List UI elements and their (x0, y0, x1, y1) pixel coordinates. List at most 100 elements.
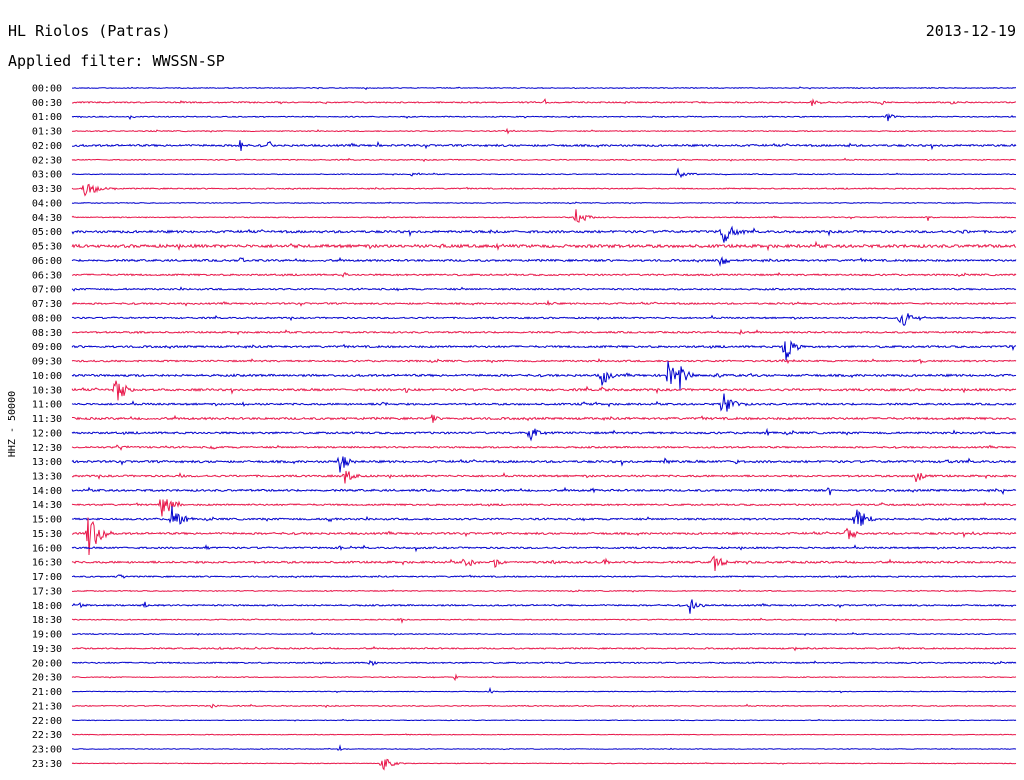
trace-line (71, 256, 1017, 267)
time-tick-label: 13:00 (32, 457, 62, 468)
time-tick-label: 02:30 (32, 155, 62, 166)
trace-line (71, 686, 1017, 694)
trace-line (72, 414, 1017, 423)
trace-line (71, 271, 1017, 278)
trace-line (71, 380, 1017, 401)
trace-line (71, 486, 1017, 496)
time-tick-label: 11:30 (32, 414, 62, 425)
trace-line (71, 659, 1017, 667)
trace-line (71, 718, 1017, 722)
trace-line (72, 140, 1017, 152)
trace-line (71, 506, 1017, 526)
trace-line (71, 631, 1017, 636)
time-tick-label: 00:00 (32, 84, 62, 95)
time-tick-label: 02:00 (32, 141, 62, 152)
time-tick-label: 08:30 (32, 328, 62, 339)
time-tick-label: 14:30 (32, 500, 62, 511)
time-tick-label: 04:30 (32, 213, 62, 224)
time-tick-label: 04:00 (32, 198, 62, 209)
time-tick-label: 09:30 (32, 357, 62, 368)
time-tick-label: 14:00 (32, 486, 62, 497)
trace-line (71, 574, 1017, 579)
trace-line (71, 361, 1017, 390)
time-tick-label: 23:30 (32, 759, 62, 770)
time-tick-label: 15:30 (32, 529, 62, 540)
time-tick-label: 03:30 (32, 184, 62, 195)
time-tick-label: 20:00 (32, 658, 62, 669)
time-tick-label: 13:30 (32, 471, 62, 482)
trace-line (71, 517, 1017, 556)
trace-line (71, 599, 1017, 614)
time-tick-label: 06:30 (32, 270, 62, 281)
time-tick-label: 12:30 (32, 443, 62, 454)
trace-line (71, 544, 1017, 553)
trace-line (72, 98, 1017, 107)
trace-line (71, 112, 1017, 122)
time-tick-label: 16:00 (32, 543, 62, 554)
time-tick-label: 06:00 (32, 256, 62, 267)
station-title: HL Riolos (Patras) (8, 22, 171, 40)
time-tick-label: 17:00 (32, 572, 62, 583)
trace-line (71, 499, 1017, 517)
time-tick-label: 15:00 (32, 515, 62, 526)
time-tick-label: 05:00 (32, 227, 62, 238)
time-tick-label: 11:00 (32, 400, 62, 411)
time-tick-label: 07:00 (32, 285, 62, 296)
trace-line (71, 758, 1017, 771)
time-tick-label: 22:30 (32, 730, 62, 741)
trace-line (71, 733, 1017, 736)
time-tick-label: 01:00 (32, 112, 62, 123)
time-tick-label: 12:00 (32, 428, 62, 439)
time-tick-label: 08:00 (32, 313, 62, 324)
time-tick-label: 20:30 (32, 673, 62, 684)
time-tick-label: 01:30 (32, 127, 62, 138)
trace-line (71, 167, 1016, 179)
time-tick-label: 18:00 (32, 601, 62, 612)
trace-line (71, 456, 1017, 473)
y-axis-label: HHZ - 50000 (7, 391, 18, 457)
trace-line (71, 201, 1017, 205)
time-tick-label: 18:30 (32, 615, 62, 626)
trace-line (71, 358, 1017, 365)
time-tick-label: 21:00 (32, 687, 62, 698)
time-tick-label: 05:30 (32, 242, 62, 253)
time-tick-label: 00:30 (32, 98, 62, 109)
trace-line (71, 703, 1017, 709)
trace-line (71, 240, 1017, 252)
trace-line (71, 744, 1017, 752)
time-tick-label: 21:30 (32, 701, 62, 712)
trace-line (71, 299, 1017, 307)
trace-rows: 00:00 00:30 01:00 01:30 02:00 02:30 03:00 03:30… (32, 84, 1017, 771)
trace-line (71, 555, 1017, 572)
trace-line (71, 127, 1017, 135)
trace-line (71, 393, 1017, 412)
trace-line (71, 225, 1017, 243)
trace-line (71, 673, 1017, 682)
time-tick-label: 03:00 (32, 170, 62, 181)
trace-line (71, 183, 1016, 197)
time-tick-label: 16:30 (32, 558, 62, 569)
trace-line (71, 444, 1016, 451)
trace-line (71, 313, 1017, 326)
time-tick-label: 10:00 (32, 371, 62, 382)
trace-line (71, 470, 1017, 484)
time-tick-label: 19:00 (32, 630, 62, 641)
trace-line (71, 427, 1017, 442)
time-tick-label: 22:00 (32, 716, 62, 727)
trace-line (71, 286, 1017, 292)
trace-line (71, 617, 1017, 624)
time-tick-label: 07:30 (32, 299, 62, 310)
time-tick-label: 17:30 (32, 586, 62, 597)
time-tick-label: 10:30 (32, 385, 62, 396)
trace-line (71, 328, 1017, 336)
time-tick-label: 19:30 (32, 644, 62, 655)
trace-line (71, 340, 1017, 361)
trace-line (72, 589, 1017, 593)
trace-line (71, 209, 1016, 223)
date-label: 2013-12-19 (926, 22, 1016, 40)
time-tick-label: 09:00 (32, 342, 62, 353)
trace-line (71, 157, 1016, 163)
trace-line (72, 86, 1016, 91)
trace-line (71, 645, 1017, 652)
